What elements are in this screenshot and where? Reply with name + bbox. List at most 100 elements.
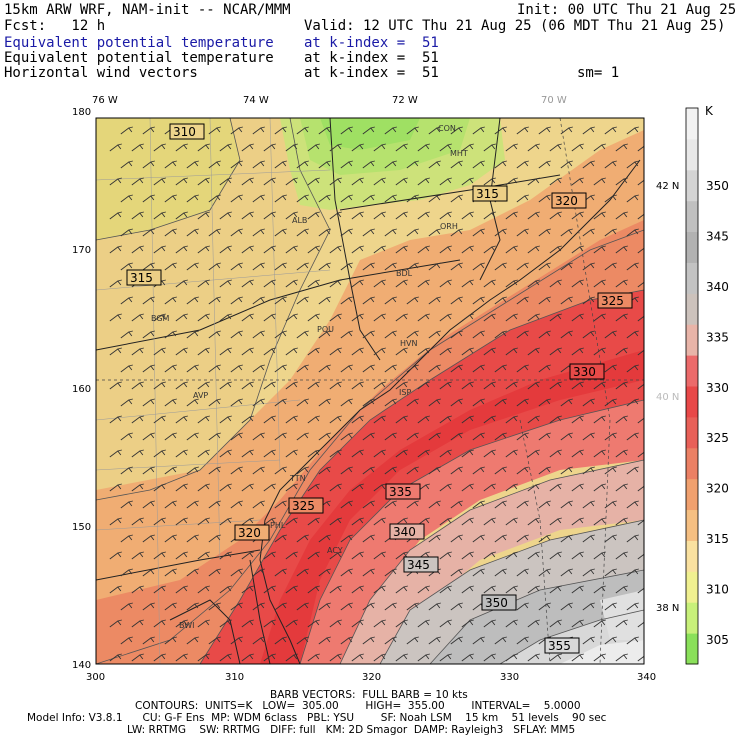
wind-barb <box>274 262 287 271</box>
wind-barb <box>384 602 397 611</box>
wind-barb <box>296 636 309 645</box>
wind-barb <box>450 466 463 475</box>
wind-barb <box>604 194 617 203</box>
wind-barb <box>461 449 474 458</box>
wind-barb <box>208 364 221 373</box>
wind-barb <box>571 585 584 594</box>
wind-barb <box>252 160 265 169</box>
contour-label-315-east: 315 <box>476 187 499 201</box>
wind-barb <box>307 619 320 628</box>
wind-barb <box>131 313 144 322</box>
wind-barb <box>340 636 353 645</box>
wind-barb <box>406 602 419 611</box>
wind-barb <box>153 143 166 152</box>
wind-barb <box>296 160 309 169</box>
wind-barb <box>164 228 177 237</box>
wind-barb <box>197 449 210 458</box>
wind-barb <box>649 535 661 542</box>
wind-barb <box>186 194 199 203</box>
wind-barb <box>417 381 430 390</box>
wind-barb <box>505 551 518 560</box>
wind-barb <box>351 245 364 254</box>
station-bgm: BGM <box>151 314 170 323</box>
wind-barb <box>208 500 221 509</box>
wind-barb <box>263 177 276 186</box>
wind-barb <box>604 500 617 509</box>
wind-barb <box>362 398 375 407</box>
wind-barb <box>604 534 617 543</box>
wind-barb <box>582 262 595 271</box>
wind-barb <box>186 636 199 645</box>
wind-barb <box>274 296 287 305</box>
wind-barb <box>153 517 166 526</box>
station-hvn: HVN <box>400 339 417 348</box>
wind-barb <box>406 432 419 441</box>
wind-barb <box>582 466 595 475</box>
wind-barb <box>263 211 276 220</box>
wind-barb <box>131 245 144 254</box>
wind-barb <box>516 364 529 373</box>
contour-info: CONTOURS: UNITS=K LOW= 305.00 HIGH= 355.… <box>135 700 581 712</box>
wind-barb <box>318 296 331 305</box>
wind-barb <box>252 364 265 373</box>
wind-barb <box>219 653 232 662</box>
wind-barb <box>417 449 430 458</box>
wind-barb <box>120 466 133 475</box>
wind-barb <box>274 364 287 373</box>
wind-barb <box>428 194 441 203</box>
wind-barb <box>505 619 518 628</box>
wind-barb <box>120 432 133 441</box>
lon-label-70w: 70 W <box>541 95 567 106</box>
wind-barb <box>263 653 276 662</box>
forecast-hour: Fcst: 12 h <box>4 18 106 34</box>
wind-barb <box>109 619 122 628</box>
wind-barb <box>351 313 364 322</box>
wind-barb <box>593 585 606 594</box>
wind-barb <box>296 262 309 271</box>
wind-barb <box>417 517 430 526</box>
contour-label-320-ne: 320 <box>555 194 578 208</box>
wind-barb <box>274 160 287 169</box>
wind-barb <box>329 449 342 458</box>
y-tick-180: 180 <box>72 107 91 118</box>
wind-barb <box>263 551 276 560</box>
wind-barb <box>450 432 463 441</box>
wind-barb <box>571 619 584 628</box>
model-info-line-1: Model Info: V3.8.1 CU: G-F Ens MP: WDM 6… <box>27 712 607 724</box>
wind-barb <box>582 602 595 611</box>
wind-barb <box>241 143 254 152</box>
wind-barb <box>219 415 232 424</box>
smoothing-label: sm= 1 <box>577 65 620 81</box>
wind-barb <box>197 381 210 390</box>
wind-barb <box>637 417 644 424</box>
wind-barb <box>450 330 463 339</box>
wind-barb <box>373 313 386 322</box>
wind-barb <box>604 568 617 577</box>
wind-barb <box>131 415 144 424</box>
wind-barb <box>560 500 573 509</box>
wind-barb <box>109 245 122 254</box>
wind-barb <box>340 126 353 135</box>
wind-barb <box>615 143 628 152</box>
wind-barb <box>329 177 342 186</box>
wind-barb <box>395 245 408 254</box>
wind-barb <box>318 432 331 441</box>
wind-barb <box>483 347 496 356</box>
wind-barb <box>230 228 243 237</box>
wind-barb <box>175 483 188 492</box>
wind-barb <box>637 315 644 322</box>
wind-barb <box>142 194 155 203</box>
wind-barb <box>472 432 485 441</box>
wind-barb <box>549 211 562 220</box>
colorbar-unit: K <box>705 104 714 118</box>
wind-barb <box>142 126 155 135</box>
wind-barb <box>439 245 452 254</box>
wind-barb <box>219 279 232 288</box>
contour-label-335: 335 <box>389 485 412 499</box>
wind-barb <box>549 381 562 390</box>
wind-barb <box>505 653 518 662</box>
wind-barb <box>340 432 353 441</box>
x-tick-320: 320 <box>362 672 381 683</box>
wind-barb <box>307 381 320 390</box>
model-title: 15km ARW WRF, NAM-init -- NCAR/MMM <box>4 2 291 18</box>
